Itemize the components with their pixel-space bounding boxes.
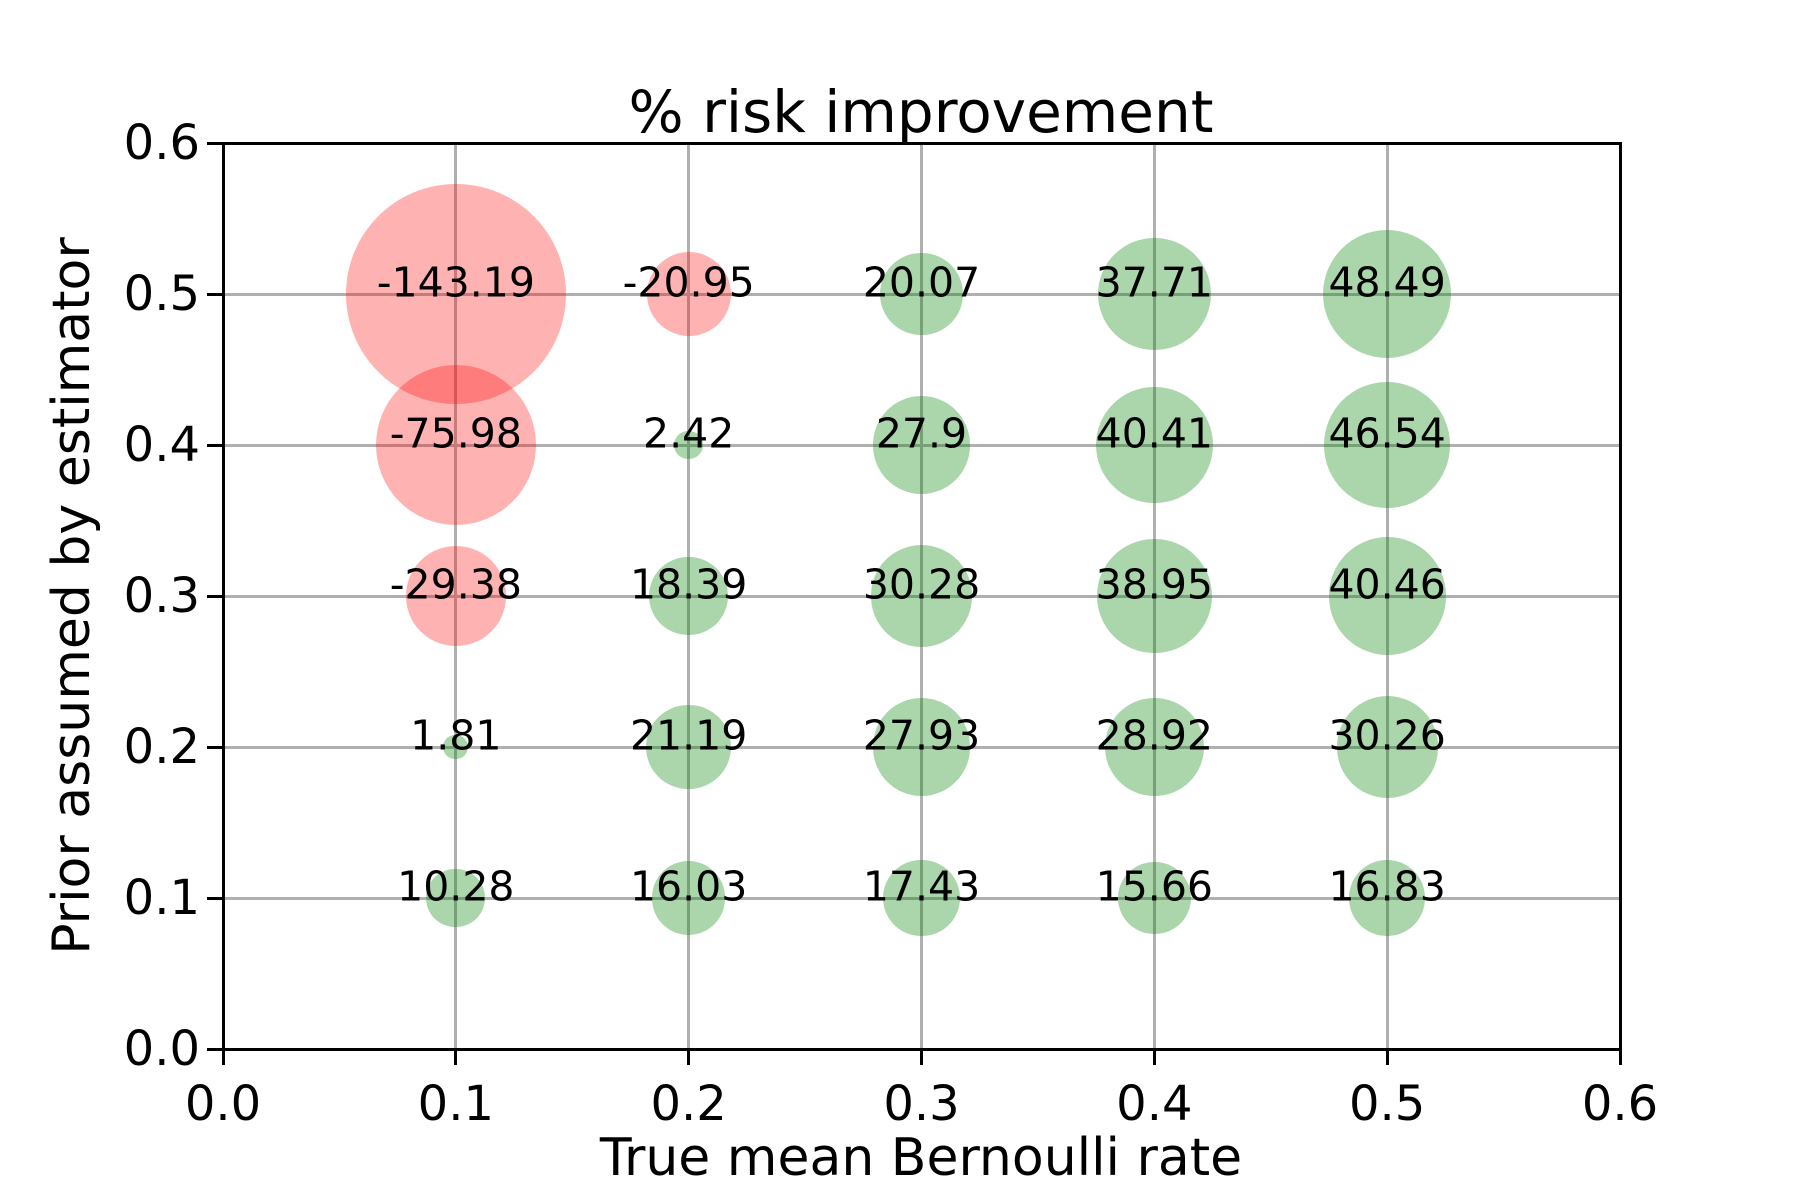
bubble — [870, 545, 973, 647]
bubble — [872, 396, 971, 494]
bubble — [1336, 696, 1438, 798]
bubble-value-label: 10.28 — [397, 862, 515, 911]
bubble — [405, 546, 506, 646]
bubble-value-label: 46.54 — [1328, 409, 1446, 458]
h-gridline — [223, 896, 1620, 900]
bubble — [880, 252, 963, 336]
bubble-value-label: 27.9 — [875, 409, 968, 458]
y-tick-label: 0.1 — [123, 870, 200, 926]
bubble-value-label: 30.28 — [862, 560, 981, 609]
bubble — [674, 430, 703, 460]
bubble — [1323, 229, 1452, 359]
bubble-value-label: 48.49 — [1328, 258, 1446, 307]
y-tick-label: 0.6 — [123, 115, 200, 171]
bubble-value-label: 16.83 — [1328, 862, 1446, 911]
x-tick-mark — [920, 1049, 923, 1065]
bubble — [345, 183, 566, 405]
bubble-value-label: -20.95 — [622, 258, 755, 307]
bubble-value-label: 40.41 — [1095, 409, 1214, 458]
x-tick-label: 0.3 — [883, 1076, 960, 1132]
bubble-value-label: -75.98 — [389, 409, 522, 458]
bubble — [443, 734, 469, 760]
plot-area — [222, 142, 1622, 1051]
x-tick-label: 0.2 — [650, 1076, 727, 1132]
bubble-value-label: 2.42 — [643, 409, 735, 458]
bubble-value-label: 38.95 — [1095, 560, 1214, 609]
h-gridline — [223, 292, 1620, 296]
x-tick-label: 0.4 — [1116, 1076, 1193, 1132]
bubble — [375, 364, 536, 526]
bubble — [426, 868, 486, 928]
y-tick-label: 0.2 — [123, 719, 200, 775]
bubble-value-label: 1.81 — [410, 711, 502, 760]
bubble-value-label: 27.93 — [862, 711, 981, 760]
bubble — [1096, 538, 1212, 654]
bubble — [1097, 237, 1211, 351]
x-tick-mark — [1152, 1049, 1156, 1065]
x-axis-label: True mean Bernoulli rate — [599, 1128, 1243, 1188]
bubble-value-label: 40.46 — [1328, 560, 1446, 609]
bubble — [883, 859, 960, 937]
x-tick-mark — [1385, 1049, 1389, 1065]
bubble — [1117, 861, 1191, 935]
bubble — [1349, 860, 1425, 936]
bubble-value-label: 18.39 — [629, 560, 748, 609]
y-tick-mark — [207, 745, 223, 749]
y-tick-mark — [207, 594, 223, 598]
y-tick-label: 0.0 — [123, 1021, 200, 1077]
bubble-value-label: 20.07 — [862, 258, 981, 307]
bubble-value-label: -143.19 — [376, 258, 535, 307]
bubble — [1104, 697, 1204, 797]
h-gridline — [223, 443, 1620, 447]
bubble-value-label: 28.92 — [1095, 711, 1214, 760]
x-tick-label: 0.5 — [1348, 1076, 1426, 1132]
bubble-value-label: 21.19 — [629, 711, 748, 760]
bubble — [649, 556, 729, 636]
chart-title: % risk improvement — [628, 78, 1214, 146]
bubble — [651, 861, 726, 935]
bubble — [646, 704, 731, 790]
x-tick-label: 0.0 — [184, 1076, 262, 1132]
bubble-value-label: 37.71 — [1095, 258, 1214, 307]
bubble — [1095, 386, 1213, 504]
y-tick-mark — [207, 292, 223, 296]
x-tick-label: 0.1 — [417, 1076, 494, 1132]
bubble-value-label: 16.03 — [629, 862, 748, 911]
y-tick-mark — [207, 1047, 223, 1051]
bubble-value-label: 30.26 — [1328, 711, 1446, 760]
y-tick-label: 0.5 — [123, 266, 200, 322]
x-tick-mark — [1618, 1049, 1622, 1065]
bubble — [872, 698, 971, 796]
h-gridline — [223, 594, 1620, 598]
y-tick-mark — [207, 443, 223, 447]
x-tick-label: 0.6 — [1581, 1076, 1659, 1132]
y-tick-mark — [207, 141, 223, 145]
x-tick-mark — [687, 1049, 691, 1065]
x-tick-mark — [454, 1049, 458, 1065]
bubble — [1328, 537, 1446, 655]
y-tick-mark — [207, 896, 223, 900]
bubble — [646, 251, 731, 337]
bubble-value-label: 17.43 — [862, 862, 981, 911]
y-tick-label: 0.3 — [123, 568, 200, 624]
y-tick-label: 0.4 — [123, 417, 200, 473]
h-gridline — [223, 745, 1620, 749]
x-tick-mark — [221, 1049, 225, 1065]
bubble-value-label: -29.38 — [389, 560, 522, 609]
bubble-value-label: 15.66 — [1095, 862, 1214, 911]
bubble — [1324, 382, 1450, 508]
